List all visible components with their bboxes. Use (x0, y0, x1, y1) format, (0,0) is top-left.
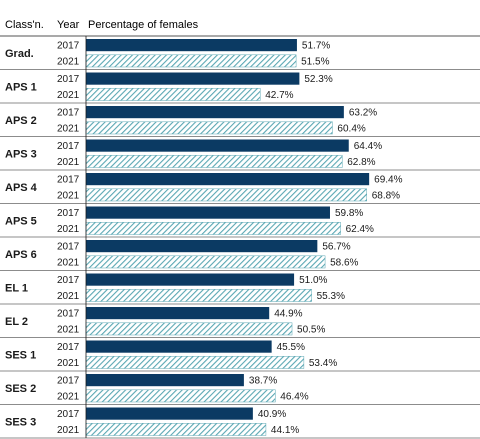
group-label-aps-3: APS 3 (5, 148, 37, 160)
value-label-aps-5-2021: 62.4% (346, 224, 374, 235)
year-label-aps-4-2021: 2021 (57, 190, 80, 201)
bar-aps-2-2017 (86, 106, 344, 119)
group-label-el-2: EL 2 (5, 316, 28, 328)
year-label-aps-3-2017: 2017 (57, 141, 80, 152)
bar-ses-3-2021 (85, 423, 267, 436)
group-label-el-1: EL 1 (5, 282, 28, 294)
value-label-aps-5-2017: 59.8% (335, 208, 363, 219)
bar-el-1-2021 (85, 289, 312, 302)
group-label-aps-5: APS 5 (5, 215, 37, 227)
group-label-aps-1: APS 1 (5, 81, 37, 93)
bar-el-2-2017 (86, 307, 270, 320)
bar-aps-5-2017 (86, 206, 330, 219)
bar-ses-1-2017 (86, 340, 272, 353)
year-label-aps-2-2021: 2021 (57, 123, 80, 134)
group-label-ses-2: SES 2 (5, 383, 36, 395)
group-label-ses-3: SES 3 (5, 416, 36, 428)
value-label-el-1-2021: 55.3% (317, 291, 345, 302)
bar-aps-1-2017 (86, 72, 300, 85)
value-label-ses-1-2021: 53.4% (309, 358, 337, 369)
year-label-aps-1-2021: 2021 (57, 90, 80, 101)
bar-ses-2-2021 (85, 389, 276, 403)
year-label-aps-3-2021: 2021 (57, 157, 80, 168)
year-label-aps-5-2021: 2021 (57, 224, 80, 235)
chart-rows: Grad. 2017 51.7% 2021 51.5% APS 1 2017 52.3% 202… (0, 35, 480, 439)
group-label-aps-6: APS 6 (5, 249, 37, 261)
value-label-grad-2021: 51.5% (301, 56, 329, 67)
bar-aps-5-2021 (85, 222, 341, 235)
bar-grad-2021 (85, 54, 297, 68)
year-label-ses-1-2017: 2017 (57, 342, 80, 353)
value-label-aps-4-2017: 69.4% (374, 175, 402, 186)
value-label-aps-4-2021: 68.8% (372, 190, 400, 201)
value-label-ses-2-2021: 46.4% (280, 391, 308, 402)
year-label-ses-2-2021: 2021 (57, 391, 80, 402)
value-label-el-2-2017: 44.9% (274, 309, 302, 320)
year-label-grad-2017: 2017 (57, 41, 80, 52)
year-label-ses-1-2021: 2021 (57, 358, 80, 369)
year-label-aps-1-2017: 2017 (57, 74, 80, 85)
year-label-aps-6-2021: 2021 (57, 257, 80, 268)
group-label-ses-1: SES 1 (5, 349, 36, 361)
value-label-el-1-2017: 51.0% (299, 275, 327, 286)
value-label-aps-2-2021: 60.4% (337, 123, 365, 134)
header-year: Year (57, 19, 80, 31)
value-label-aps-2-2017: 63.2% (349, 108, 377, 119)
year-label-el-1-2017: 2017 (57, 275, 80, 286)
bar-aps-4-2021 (85, 188, 367, 202)
group-label-aps-2: APS 2 (5, 115, 37, 127)
bar-aps-6-2021 (85, 255, 326, 269)
bar-aps-3-2017 (86, 139, 349, 152)
bar-grad-2017 (86, 39, 297, 52)
year-label-el-2-2021: 2021 (57, 324, 80, 335)
year-label-aps-2-2017: 2017 (57, 108, 80, 119)
bar-ses-2-2017 (86, 374, 244, 387)
year-label-ses-3-2021: 2021 (57, 425, 80, 436)
value-label-aps-1-2017: 52.3% (304, 74, 332, 85)
value-label-ses-1-2017: 45.5% (277, 342, 305, 353)
year-label-aps-6-2017: 2017 (57, 242, 80, 253)
bar-ses-3-2017 (86, 407, 253, 420)
header-classification: Class'n. (5, 19, 44, 31)
value-label-ses-3-2017: 40.9% (258, 409, 286, 420)
bar-aps-1-2021 (85, 88, 261, 101)
bar-aps-2-2021 (85, 121, 333, 135)
group-label-grad: Grad. (5, 48, 34, 60)
year-label-aps-5-2017: 2017 (57, 208, 80, 219)
value-label-aps-3-2021: 62.8% (347, 157, 375, 168)
bar-aps-3-2021 (85, 155, 343, 168)
header-value: Percentage of females (88, 19, 199, 31)
value-label-ses-3-2021: 44.1% (271, 425, 299, 436)
year-label-ses-2-2017: 2017 (57, 376, 80, 387)
value-label-el-2-2021: 50.5% (297, 324, 325, 335)
year-label-el-2-2017: 2017 (57, 309, 80, 320)
bar-ses-1-2021 (85, 356, 305, 369)
value-label-grad-2017: 51.7% (302, 41, 330, 52)
bar-aps-4-2017 (86, 173, 370, 186)
year-label-aps-4-2017: 2017 (57, 175, 80, 186)
bar-el-2-2021 (85, 322, 293, 336)
bar-el-1-2017 (86, 273, 295, 286)
value-label-aps-6-2021: 58.6% (330, 257, 358, 268)
group-label-aps-4: APS 4 (5, 182, 38, 194)
value-label-ses-2-2017: 38.7% (249, 376, 277, 387)
year-label-ses-3-2017: 2017 (57, 409, 80, 420)
value-label-aps-1-2021: 42.7% (265, 90, 293, 101)
year-label-el-1-2021: 2021 (57, 291, 80, 302)
value-label-aps-6-2017: 56.7% (322, 242, 350, 253)
value-label-aps-3-2017: 64.4% (354, 141, 382, 152)
year-label-grad-2021: 2021 (57, 56, 80, 67)
bar-aps-6-2017 (86, 240, 318, 253)
